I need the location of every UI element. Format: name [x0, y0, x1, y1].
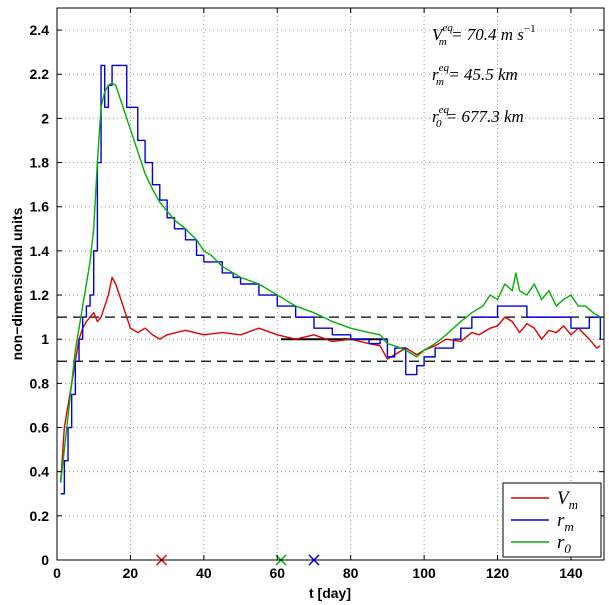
- y-tick-labels: 0 0.2 0.4 0.6 0.8 1 1.2 1.4 1.6 1.8 2 2.2 2.4: [30, 22, 50, 568]
- x-tick-label: 60: [269, 565, 285, 581]
- x-tick-label: 100: [412, 565, 436, 581]
- series-line-1: [59, 276, 601, 483]
- x-tick-label: 0: [53, 565, 61, 581]
- annotation-2: req m = 45.5 km: [432, 62, 518, 88]
- y-tick-label: 0.6: [30, 420, 50, 436]
- y-tick-label: 2.4: [30, 22, 50, 38]
- legend-entry-2: rm: [511, 510, 574, 534]
- x-tick-label: 120: [486, 565, 510, 581]
- x-axis-label: t [day]: [309, 585, 351, 601]
- plot-frame: [56, 7, 605, 561]
- series-line-3: [59, 82, 601, 483]
- legend-label: r0: [557, 532, 571, 556]
- y-tick-label: 0: [41, 552, 49, 568]
- x-tick-label: 40: [196, 565, 212, 581]
- y-tick-label: 0.2: [30, 508, 50, 524]
- x-tick-labels: 0 20 40 60 80 100 120 140: [53, 565, 583, 581]
- y-tick-label: 1: [41, 331, 49, 347]
- y-tick-label: 1.8: [30, 155, 50, 171]
- y-tick-label: 2.2: [30, 66, 50, 82]
- y-tick-label: 2: [41, 110, 49, 126]
- legend-entry-3: r0: [511, 532, 571, 556]
- y-axis-label: non−dimensional units: [9, 207, 25, 360]
- legend-label: Vm: [557, 488, 578, 512]
- annotations: Veq m = 70.4 m s−1 req m = 45.5 km req 0 = 67…: [432, 22, 536, 130]
- x-tick-label: 20: [123, 565, 139, 581]
- grid: [57, 8, 604, 560]
- y-tick-label: 0.4: [30, 464, 50, 480]
- x-tick-label: 140: [559, 565, 583, 581]
- y-tick-label: 1.2: [30, 287, 50, 303]
- legend-entry-1: Vm: [511, 488, 578, 512]
- ticks: [56, 8, 604, 561]
- annotation-1: Veq m = 70.4 m s−1: [432, 22, 536, 48]
- series-layer: [59, 64, 602, 495]
- plot-background: [57, 8, 604, 560]
- x-tick-label: 80: [343, 565, 359, 581]
- y-tick-label: 0.8: [30, 375, 50, 391]
- legend-label: rm: [557, 510, 574, 534]
- y-tick-label: 1.4: [30, 243, 50, 259]
- annotation-3: req 0 = 677.3 km: [432, 104, 524, 130]
- y-tick-label: 1.6: [30, 199, 50, 215]
